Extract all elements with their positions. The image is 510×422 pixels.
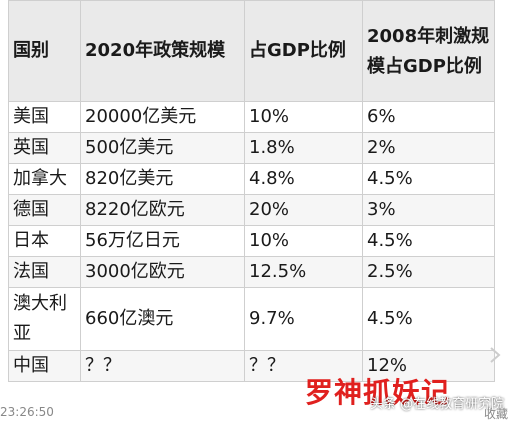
cell-gdp-share: 10%	[244, 101, 363, 133]
cell-gdp-share: 12.5%	[244, 256, 363, 288]
header-2020-policy-size: 2020年政策规模	[80, 0, 245, 102]
cell-2008-share: 4.5%	[362, 225, 495, 257]
cell-2008-share: 12%	[362, 350, 495, 382]
cell-country: 法国	[8, 256, 81, 288]
header-2008-stimulus-gdp-share: 2008年刺激规模占GDP比例	[362, 0, 495, 102]
cell-country: 中国	[8, 350, 81, 382]
cell-2020-size: 500亿美元	[80, 132, 245, 164]
cell-country: 美国	[8, 101, 81, 133]
cell-2020-size: 20000亿美元	[80, 101, 245, 133]
table-row: 加拿大 820亿美元 4.8% 4.5%	[8, 163, 495, 195]
cell-2008-share: 3%	[362, 194, 495, 226]
cell-2008-share: 4.5%	[362, 163, 495, 195]
cell-country: 日本	[8, 225, 81, 257]
table-row: 法国 3000亿欧元 12.5% 2.5%	[8, 256, 495, 288]
cell-gdp-share: ？？	[244, 350, 363, 382]
cell-2020-size: 56万亿日元	[80, 225, 245, 257]
cell-2020-size: 660亿澳元	[80, 287, 245, 351]
watermark: 头条 @在线教育研究院	[370, 397, 505, 412]
table-row: 英国 500亿美元 1.8% 2%	[8, 132, 495, 164]
table-row: 日本 56万亿日元 10% 4.5%	[8, 225, 495, 257]
table-row: 中国 ？？ ？？ 12%	[8, 350, 495, 382]
header-gdp-share: 占GDP比例	[244, 0, 363, 102]
cell-2008-share: 6%	[362, 101, 495, 133]
cell-2020-size: 3000亿欧元	[80, 256, 245, 288]
cell-2020-size: 820亿美元	[80, 163, 245, 195]
header-country: 国别	[8, 0, 81, 102]
cell-country: 加拿大	[8, 163, 81, 195]
cell-gdp-share: 1.8%	[244, 132, 363, 164]
table-body: 美国 20000亿美元 10% 6% 英国 500亿美元 1.8% 2% 加拿大…	[8, 101, 495, 382]
timestamp: 23:26:50	[0, 405, 54, 419]
cell-gdp-share: 10%	[244, 225, 363, 257]
cell-country: 澳大利亚	[8, 287, 81, 351]
cell-2020-size: 8220亿欧元	[80, 194, 245, 226]
cell-country: 英国	[8, 132, 81, 164]
cell-2008-share: 4.5%	[362, 287, 495, 351]
policy-table-container: 国别 2020年政策规模 占GDP比例 2008年刺激规模占GDP比例 美国 2…	[8, 0, 495, 382]
cell-2008-share: 2%	[362, 132, 495, 164]
table-header-row: 国别 2020年政策规模 占GDP比例 2008年刺激规模占GDP比例	[8, 0, 495, 102]
cell-2020-size: ？？	[80, 350, 245, 382]
cell-gdp-share: 9.7%	[244, 287, 363, 351]
cell-country: 德国	[8, 194, 81, 226]
table-header: 国别 2020年政策规模 占GDP比例 2008年刺激规模占GDP比例	[8, 0, 495, 102]
table-row: 德国 8220亿欧元 20% 3%	[8, 194, 495, 226]
policy-comparison-table: 国别 2020年政策规模 占GDP比例 2008年刺激规模占GDP比例 美国 2…	[8, 0, 495, 382]
cell-2008-share: 2.5%	[362, 256, 495, 288]
table-row: 美国 20000亿美元 10% 6%	[8, 101, 495, 133]
cell-gdp-share: 20%	[244, 194, 363, 226]
overlay-caption: 罗神抓妖记	[305, 376, 451, 409]
cell-gdp-share: 4.8%	[244, 163, 363, 195]
table-row: 澳大利亚 660亿澳元 9.7% 4.5%	[8, 287, 495, 351]
collect-button[interactable]: 收藏	[484, 407, 509, 421]
scroll-hint-icon	[490, 347, 501, 363]
